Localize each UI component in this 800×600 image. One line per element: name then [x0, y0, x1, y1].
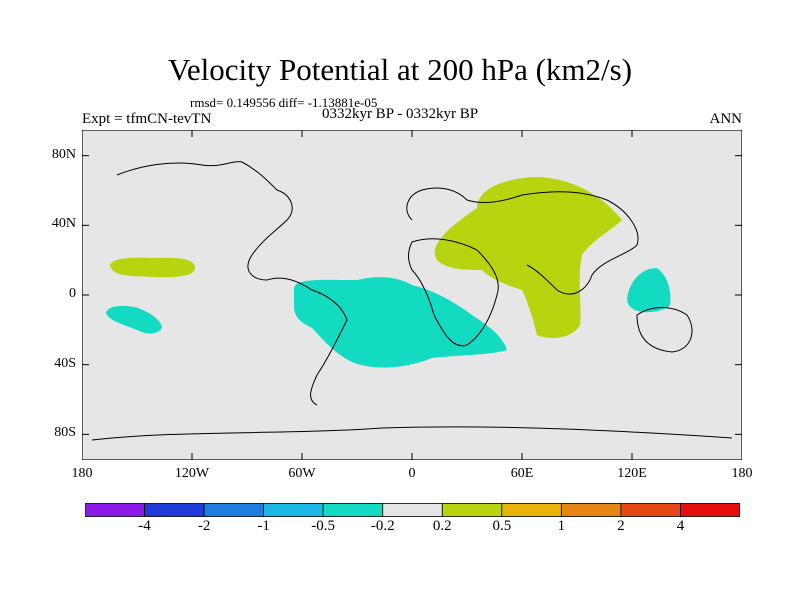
- eurasia-coastline: [406, 187, 639, 295]
- colorbar-label: 1: [557, 518, 566, 534]
- colorbar-swatch: [382, 503, 443, 517]
- lat-label: 80S: [54, 425, 76, 441]
- africa-coastline: [408, 238, 499, 347]
- colorbar: [85, 503, 740, 517]
- colorbar-swatch: [203, 503, 265, 517]
- colorbar-swatch: [144, 503, 205, 517]
- season-label: ANN: [709, 111, 743, 127]
- colorbar-swatch: [560, 503, 622, 517]
- experiment-label: Expt = tfmCN-tevTN: [82, 111, 212, 127]
- colorbar-label: -2: [197, 518, 211, 534]
- antarctica-coastline: [91, 426, 733, 441]
- australia-coastline: [636, 307, 693, 353]
- lat-label: 0: [69, 286, 76, 301]
- colorbar-label: -0.5: [311, 518, 336, 534]
- lon-label: 120W: [174, 466, 210, 481]
- negative-region-pacific-south: [106, 305, 162, 334]
- colorbar-label: -1: [257, 518, 270, 534]
- americas-coastline: [116, 161, 348, 406]
- stats-line: rmsd= 0.149556 diff= -1.13881e-05: [190, 95, 378, 110]
- page-title: Velocity Potential at 200 hPa (km2/s): [167, 52, 633, 87]
- positive-region-asia: [434, 177, 622, 338]
- lat-label: 40S: [54, 355, 76, 371]
- colorbar-swatch: [680, 503, 740, 517]
- lat-label: 80N: [51, 146, 76, 162]
- lon-label: 60E: [510, 466, 534, 481]
- colorbar-label: 0.2: [432, 518, 452, 534]
- positive-region-pacific-north: [110, 257, 195, 278]
- colorbar-swatch: [620, 503, 681, 517]
- colorbar-swatch: [441, 503, 503, 517]
- lon-label: 180: [731, 466, 753, 481]
- colorbar-swatch: [85, 503, 145, 517]
- colorbar-swatch: [501, 503, 562, 517]
- negative-region-maritime: [627, 268, 671, 313]
- lon-label: 0: [408, 466, 416, 481]
- coastlines: [91, 161, 733, 441]
- lon-tick-marks: [82, 130, 742, 460]
- colorbar-label: -0.2: [370, 518, 395, 534]
- lat-tick-marks: [82, 155, 742, 435]
- period-label: 0332kyr BP - 0332kyr BP: [321, 106, 479, 122]
- colorbar-label: -4: [138, 518, 151, 534]
- colorbar-label: 2: [617, 518, 625, 534]
- lon-label: 180: [71, 466, 93, 481]
- negative-region-atlantic: [294, 277, 507, 368]
- colorbar-label: 4: [676, 518, 685, 534]
- colorbar-swatch: [322, 503, 384, 517]
- map-panel: [82, 130, 742, 460]
- lon-label: 120E: [617, 466, 647, 481]
- colorbar-swatch: [263, 503, 324, 517]
- lat-label: 40N: [51, 216, 76, 232]
- lon-label: 60W: [288, 466, 316, 481]
- colorbar-label: 0.5: [492, 518, 512, 534]
